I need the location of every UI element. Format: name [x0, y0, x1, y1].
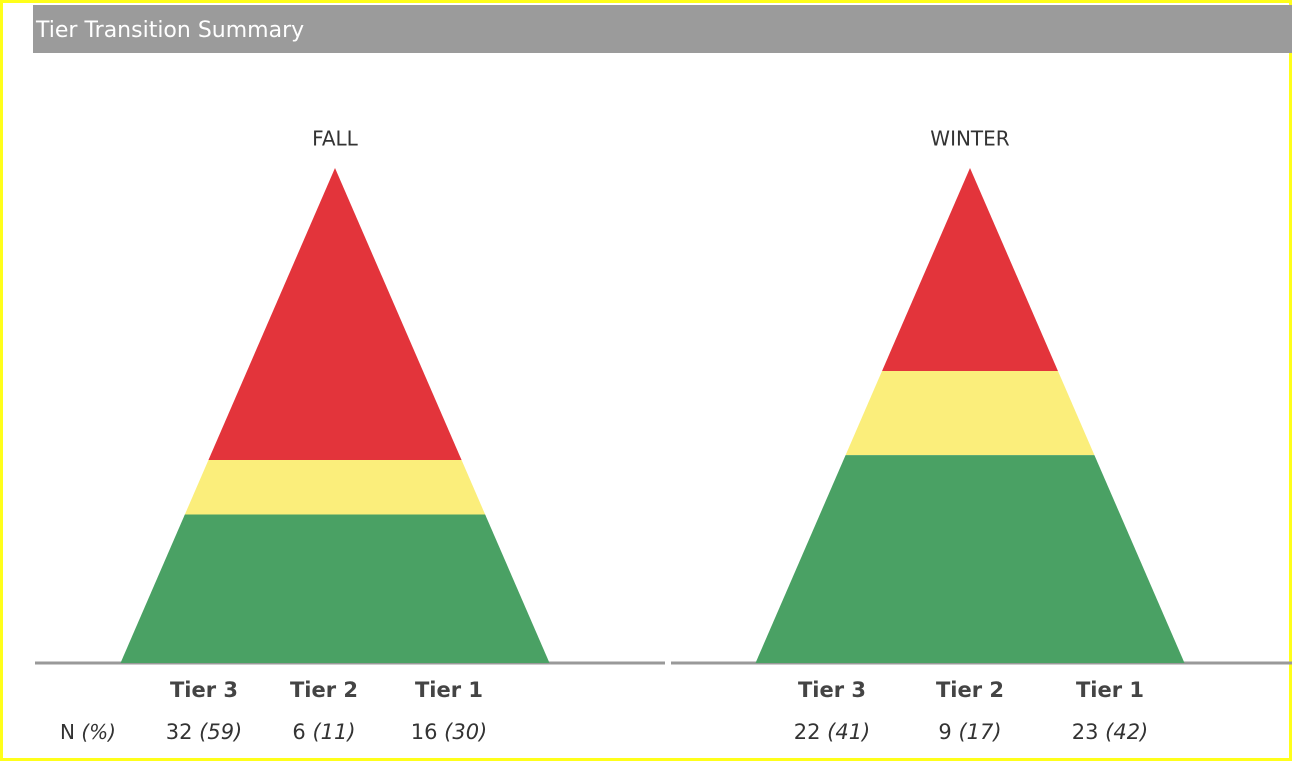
header-bar: [33, 5, 1292, 53]
tier-label: Tier 2: [290, 678, 358, 702]
pyramid-layer: [208, 168, 462, 461]
pyramid-layer: [184, 460, 486, 515]
row-label: N (%): [60, 720, 116, 744]
tier-label: Tier 1: [415, 678, 483, 702]
pyramid-layer: [755, 455, 1185, 663]
tier-label: Tier 3: [798, 678, 866, 702]
tier-label: Tier 3: [170, 678, 238, 702]
chart-title: WINTER: [930, 127, 1009, 151]
header-title: Tier Transition Summary: [35, 18, 304, 43]
tier-value: 9 (17): [938, 720, 1001, 744]
tier-value: 32 (59): [166, 720, 243, 744]
pyramid-layer: [120, 514, 550, 663]
tier-value: 6 (11): [292, 720, 355, 744]
pyramid-layer: [882, 168, 1058, 371]
tier-value: 16 (30): [411, 720, 488, 744]
pyramid-layer: [845, 370, 1095, 456]
chart-title: FALL: [312, 127, 358, 151]
tier-label: Tier 1: [1076, 678, 1144, 702]
tier-value: 23 (42): [1072, 720, 1149, 744]
tier-value: 22 (41): [794, 720, 871, 744]
tier-label: Tier 2: [936, 678, 1004, 702]
